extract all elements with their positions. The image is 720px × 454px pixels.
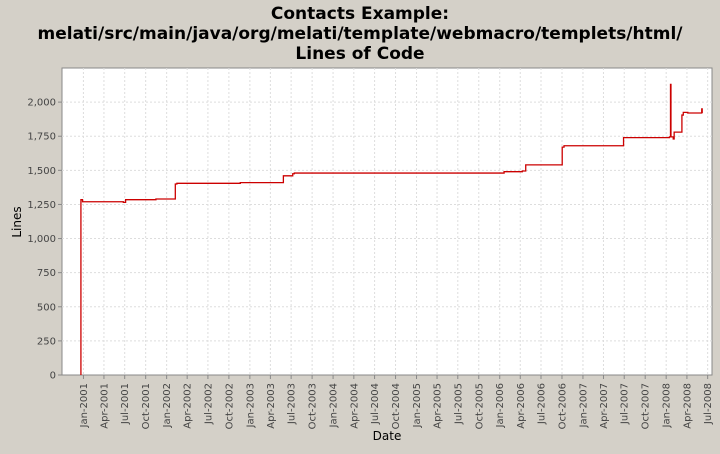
y-tick-label: 1,250 [27,200,56,211]
y-axis-label: Lines [10,206,24,237]
x-tick-label: Jul-2001 [120,383,131,425]
x-tick-label: Jan-2005 [412,383,423,428]
x-tick-label: Apr-2003 [266,383,277,429]
x-tick-label: Jul-2004 [370,383,381,425]
y-tick-label: 750 [37,268,56,279]
chart-title-line-3: Lines of Code [295,44,424,64]
x-tick-label: Jan-2007 [578,383,589,428]
x-tick-label: Apr-2004 [349,383,360,429]
x-tick-label: Jul-2008 [703,383,714,425]
chart-title-line-2: melati/src/main/java/org/melati/template… [38,24,684,44]
x-tick-label: Oct-2002 [224,383,235,429]
x-tick-label: Jul-2003 [287,383,298,425]
x-tick-label: Jul-2002 [203,383,214,425]
axes: 0 250 500 750 1,000 1,250 1,500 1,750 2,000 Jan-2… [27,98,714,430]
x-tick-label: Jan-2001 [79,383,90,428]
x-tick-label: Oct-2003 [308,383,319,429]
plot-area [61,67,713,376]
x-tick-label: Apr-2008 [682,383,693,429]
x-tick-label: Jul-2006 [537,383,548,425]
x-tick-label: Jan-2006 [495,383,506,428]
y-tick-label: 1,000 [27,234,56,245]
chart-title-line-1: Contacts Example: [271,4,449,24]
x-tick-label: Jan-2004 [329,383,340,428]
y-tick-label: 2,000 [27,98,56,109]
series-layer [80,83,703,375]
y-tick-label: 0 [50,371,56,382]
x-tick-label: Jan-2003 [245,383,256,428]
x-tick-label: Oct-2004 [391,383,402,429]
x-tick-label: Apr-2007 [599,383,610,429]
x-tick-label: Jul-2005 [453,383,464,425]
x-tick-label: Jul-2007 [620,383,631,425]
x-axis-label: Date [373,429,402,443]
x-tick-label: Oct-2006 [557,383,568,429]
y-tick-label: 250 [37,336,56,347]
x-tick-label: Oct-2007 [641,383,652,429]
grid-lines [62,68,712,375]
x-tick-label: Apr-2006 [516,383,527,429]
x-tick-label: Oct-2005 [474,383,485,429]
y-tick-label: 500 [37,302,56,313]
x-tick-label: Apr-2002 [183,383,194,429]
x-tick-label: Apr-2005 [433,383,444,429]
y-tick-label: 1,750 [27,132,56,143]
series-line [80,83,703,375]
y-tick-label: 1,500 [27,166,56,177]
x-tick-label: Apr-2001 [99,383,110,429]
x-tick-label: Oct-2001 [141,383,152,429]
x-tick-label: Jan-2008 [662,383,673,428]
x-tick-label: Jan-2002 [162,383,173,428]
